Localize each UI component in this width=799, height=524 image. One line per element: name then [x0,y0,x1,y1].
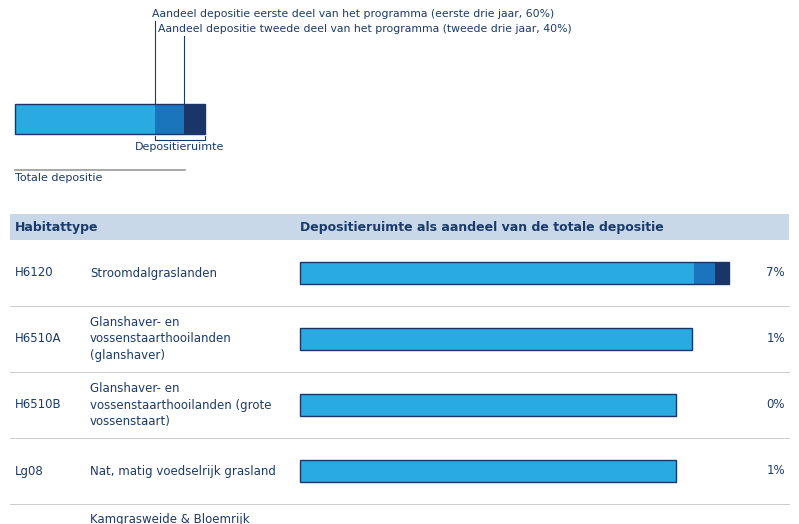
Bar [15,104,155,134]
Text: Aandeel depositie eerste deel van het programma (eerste drie jaar, 60%): Aandeel depositie eerste deel van het pr… [152,9,555,19]
Text: Totale depositie: Totale depositie [15,173,102,183]
Bar [184,104,205,134]
Text: H6120: H6120 [15,267,54,279]
Bar [300,328,692,350]
Bar [10,372,789,438]
Text: Habitattype: Habitattype [15,221,98,234]
Text: Depositieruimte als aandeel van de totale depositie: Depositieruimte als aandeel van de total… [300,221,664,234]
Text: 1%: 1% [766,333,785,345]
Bar [694,262,715,284]
Text: H6510A: H6510A [15,333,62,345]
Bar [715,262,729,284]
Bar [155,104,184,134]
Bar [10,214,789,524]
Text: Aandeel depositie tweede deel van het programma (tweede drie jaar, 40%): Aandeel depositie tweede deel van het pr… [158,24,572,34]
Text: Glanshaver- en
vossenstaarthooilanden
(glanshaver): Glanshaver- en vossenstaarthooilanden (g… [90,315,232,363]
Text: 1%: 1% [766,464,785,477]
Text: Glanshaver- en
vossenstaarthooilanden (grote
vossenstaart): Glanshaver- en vossenstaarthooilanden (g… [90,381,272,429]
Text: Stroomdalgraslanden: Stroomdalgraslanden [90,267,217,279]
Bar [300,328,692,350]
Bar [300,262,729,284]
Bar [300,460,676,482]
Text: Depositieruimte: Depositieruimte [135,142,225,152]
Bar [10,306,789,372]
Text: Lg08: Lg08 [15,464,44,477]
Bar [300,262,694,284]
Text: 0%: 0% [766,398,785,411]
Bar [10,438,789,504]
Bar [300,394,676,416]
Text: 7%: 7% [766,267,785,279]
Text: Nat, matig voedselrijk grasland: Nat, matig voedselrijk grasland [90,464,276,477]
Text: Kamgrasweide & Bloemrijk
weidevogelgrasland van het
rivieren- en zeekleigebied: Kamgrasweide & Bloemrijk weidevogelgrasl… [90,514,257,524]
Bar [10,504,789,524]
Bar [300,460,676,482]
Bar [15,104,205,134]
Bar [10,214,789,240]
Text: H6510B: H6510B [15,398,62,411]
Bar [10,240,789,306]
Bar [300,394,676,416]
